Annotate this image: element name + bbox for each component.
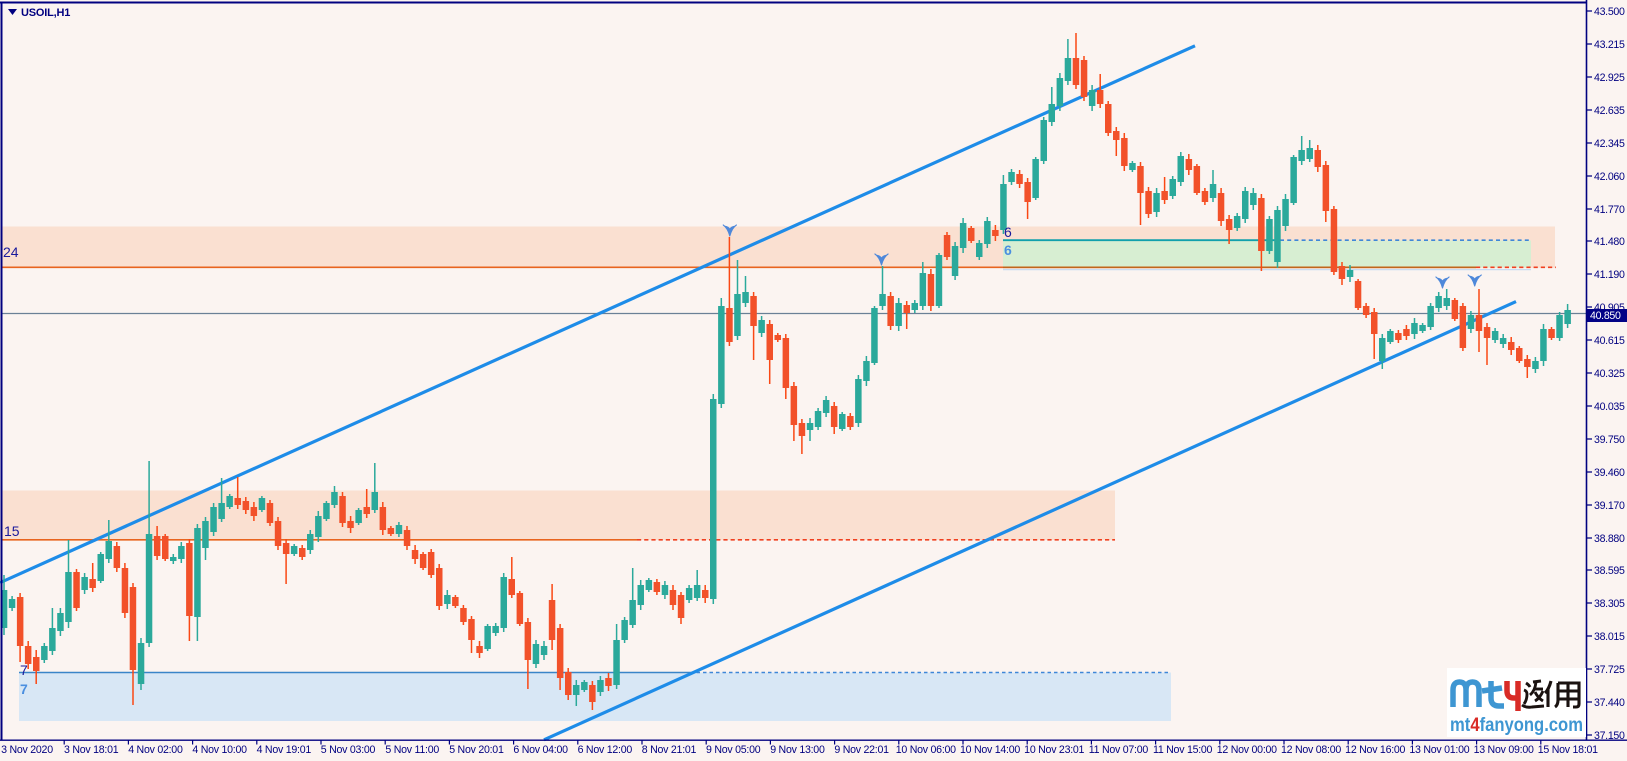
svg-text:6: 6 [1004,224,1012,240]
svg-text:15 Nov 18:01: 15 Nov 18:01 [1538,744,1598,756]
svg-text:13 Nov 01:00: 13 Nov 01:00 [1409,744,1469,756]
svg-text:41.480: 41.480 [1594,236,1625,248]
svg-text:39.750: 39.750 [1594,434,1625,446]
svg-text:5 Nov 03:00: 5 Nov 03:00 [321,744,376,756]
svg-text:9 Nov 22:01: 9 Nov 22:01 [834,744,889,756]
svg-text:8 Nov 21:01: 8 Nov 21:01 [642,744,697,756]
svg-text:7: 7 [20,681,28,697]
svg-text:43.215: 43.215 [1594,39,1625,51]
svg-text:7: 7 [20,662,28,678]
svg-text:4 Nov 02:00: 4 Nov 02:00 [128,744,183,756]
svg-text:10 Nov 14:00: 10 Nov 14:00 [960,744,1020,756]
svg-text:3 Nov 18:01: 3 Nov 18:01 [64,744,119,756]
svg-text:4 Nov 19:01: 4 Nov 19:01 [257,744,312,756]
svg-text:12 Nov 16:00: 12 Nov 16:00 [1345,744,1405,756]
svg-text:38.595: 38.595 [1594,565,1625,577]
svg-text:39.460: 39.460 [1594,467,1625,479]
svg-text:40.325: 40.325 [1594,368,1625,380]
svg-text:24: 24 [3,244,19,260]
svg-text:41.190: 41.190 [1594,269,1625,281]
svg-text:38.880: 38.880 [1594,533,1625,545]
svg-text:3 Nov 2020: 3 Nov 2020 [1,744,53,756]
svg-text:12 Nov 00:00: 12 Nov 00:00 [1217,744,1277,756]
svg-text:11 Nov 15:00: 11 Nov 15:00 [1153,744,1213,756]
svg-text:40.035: 40.035 [1594,401,1625,413]
svg-text:9 Nov 13:00: 9 Nov 13:00 [770,744,825,756]
svg-text:42.925: 42.925 [1594,72,1625,84]
svg-text:mt4fanyong.com: mt4fanyong.com [1450,715,1583,736]
svg-text:38.015: 38.015 [1594,631,1625,643]
svg-text:11 Nov 07:00: 11 Nov 07:00 [1089,744,1149,756]
svg-text:10 Nov 23:01: 10 Nov 23:01 [1024,744,1084,756]
svg-text:41.770: 41.770 [1594,204,1625,216]
svg-text:43.500: 43.500 [1594,6,1625,18]
svg-text:37.440: 37.440 [1594,697,1625,709]
svg-text:37.725: 37.725 [1594,664,1625,676]
svg-text:15: 15 [4,523,20,539]
svg-text:10 Nov 06:00: 10 Nov 06:00 [896,744,956,756]
svg-text:40.615: 40.615 [1594,335,1625,347]
svg-text:42.345: 42.345 [1594,138,1625,150]
svg-text:42.060: 42.060 [1594,171,1625,183]
svg-text:38.305: 38.305 [1594,598,1625,610]
svg-text:6 Nov 04:00: 6 Nov 04:00 [513,744,568,756]
svg-text:40.850: 40.850 [1590,310,1621,322]
svg-text:USOIL,H1: USOIL,H1 [21,7,70,19]
svg-text:39.170: 39.170 [1594,500,1625,512]
svg-text:6 Nov 12:00: 6 Nov 12:00 [578,744,633,756]
svg-text:42.635: 42.635 [1594,105,1625,117]
svg-text:37.150: 37.150 [1594,730,1625,742]
svg-text:9 Nov 05:00: 9 Nov 05:00 [706,744,761,756]
svg-text:5 Nov 11:00: 5 Nov 11:00 [385,744,439,756]
svg-text:5 Nov 20:01: 5 Nov 20:01 [449,744,504,756]
svg-text:6: 6 [1004,242,1012,258]
svg-text:4 Nov 10:00: 4 Nov 10:00 [192,744,247,756]
svg-text:13 Nov 09:00: 13 Nov 09:00 [1474,744,1534,756]
svg-text:12 Nov 08:00: 12 Nov 08:00 [1281,744,1341,756]
